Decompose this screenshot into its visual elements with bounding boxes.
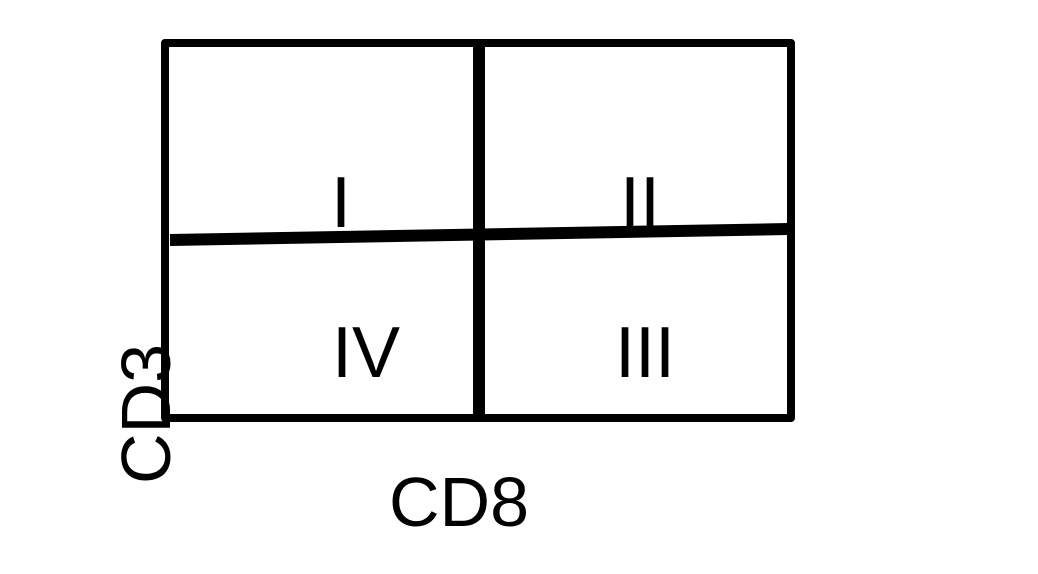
quadrant-label-iii: III bbox=[615, 313, 675, 393]
quadrant-label-i: I bbox=[331, 163, 351, 243]
horizontal-gate-line bbox=[169, 223, 789, 246]
quadrant-label-iv: IV bbox=[332, 313, 400, 393]
quadrant-label-ii: II bbox=[620, 163, 660, 243]
y-axis-label: CD3 bbox=[107, 344, 185, 484]
x-axis-label: CD8 bbox=[389, 463, 529, 541]
